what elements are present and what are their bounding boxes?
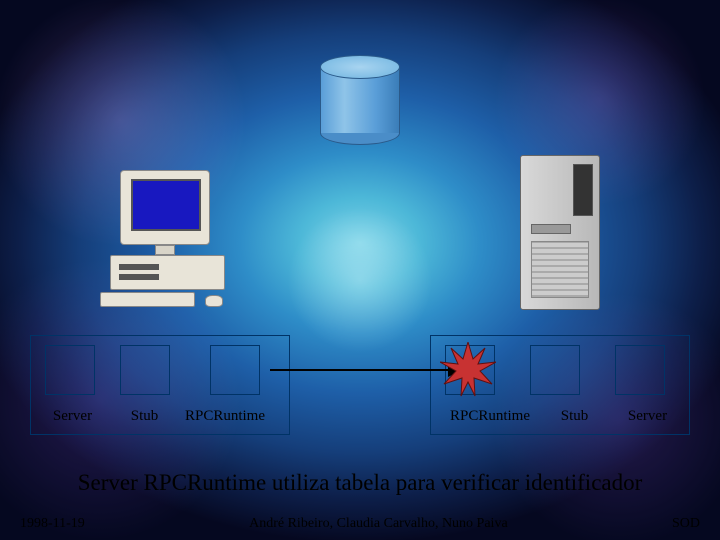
- database-cylinder-icon: [320, 55, 400, 145]
- label-left-server: Server: [45, 408, 100, 425]
- server-tower-icon: [520, 155, 600, 310]
- slide-footer: 1998-11-19 André Ribeiro, Claudia Carval…: [20, 516, 700, 532]
- label-right-rpcruntime: RPCRuntime: [430, 408, 550, 425]
- slot-left-server: [45, 345, 95, 395]
- label-left-stub: Stub: [122, 408, 167, 425]
- label-left-rpcruntime: RPCRuntime: [165, 408, 285, 425]
- slot-right-server: [615, 345, 665, 395]
- footer-authors: André Ribeiro, Claudia Carvalho, Nuno Pa…: [249, 516, 508, 532]
- slide-caption: Server RPCRuntime utiliza tabela para ve…: [0, 470, 720, 496]
- footer-course: SOD: [672, 516, 700, 532]
- slot-left-stub: [120, 345, 170, 395]
- burst-star-icon: [440, 342, 496, 398]
- slot-right-stub: [530, 345, 580, 395]
- label-right-stub: Stub: [552, 408, 597, 425]
- footer-date: 1998-11-19: [20, 516, 85, 532]
- label-right-server: Server: [620, 408, 675, 425]
- rpc-arrow-line: [270, 369, 452, 371]
- slot-left-rpcruntime: [210, 345, 260, 395]
- client-computer-icon: [100, 170, 240, 310]
